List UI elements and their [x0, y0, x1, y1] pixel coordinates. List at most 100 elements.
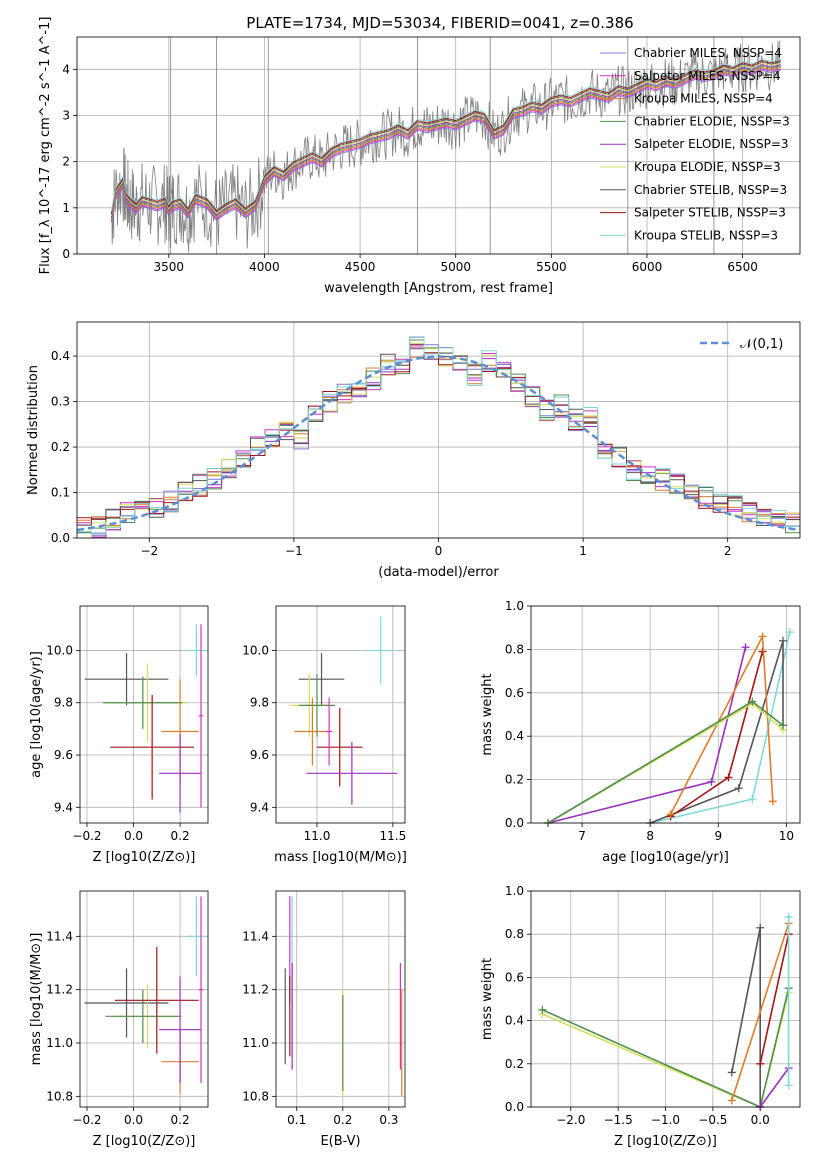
- y-axis-label: mass [log10(M/M⊙)]: [29, 933, 44, 1066]
- x-tick-label: 0.3: [379, 1113, 398, 1127]
- x-tick-label: 0.2: [333, 1113, 352, 1127]
- y-tick-label: 0.0: [505, 816, 524, 830]
- mass-weight-marker: [748, 795, 757, 804]
- mass-weight-line: [649, 640, 784, 824]
- legend-label: 𝒩(0,1): [740, 337, 783, 352]
- spectrum-panel: 3500 4000 4500 5000 5500 6000 6500 0 1 2 3 4 wavelen…: [38, 17, 801, 296]
- y-tick-label: 0.3: [51, 395, 70, 409]
- mass-weight-marker: [538, 1005, 547, 1014]
- y-tick-label: 0.0: [51, 531, 70, 545]
- y-tick-label: 11.2: [242, 983, 269, 997]
- mass-weight-marker: [666, 810, 675, 819]
- residual-histogram-panel: −2 −1 0 1 2 0.0 0.1 0.2 0.3 0.4 (data-model)/error…: [26, 321, 801, 580]
- y-tick-label: 9.6: [250, 748, 269, 762]
- x-tick-label: 0.2: [171, 1113, 190, 1127]
- mass-weight-marker: [756, 1059, 765, 1068]
- x-tick-label: 8: [646, 829, 654, 843]
- x-tick-label: −1.5: [604, 1113, 633, 1127]
- model-spectrum-line: [110, 64, 782, 218]
- x-tick-label: 4000: [249, 260, 280, 274]
- model-spectrum-line: [110, 67, 782, 220]
- y-tick-label: 2: [62, 155, 70, 169]
- axes-frame: [76, 36, 801, 255]
- y-tick-label: 9.4: [250, 800, 269, 814]
- x-axis-label: wavelength [Angstrom, rest frame]: [324, 281, 553, 296]
- mass-weight-marker: [741, 643, 750, 652]
- model-spectrum-line: [110, 61, 782, 215]
- mass-weight-marker: [756, 923, 765, 932]
- mass-weight-marker: [758, 632, 767, 641]
- x-tick-label: −1.0: [651, 1113, 680, 1127]
- mass-vs-extinction-panel: 0.1 0.2 0.3 10.8 11.0 11.2 11.4 E(B-V): [242, 890, 406, 1149]
- axes-frame: [530, 605, 801, 824]
- x-tick-label: −2: [140, 544, 158, 558]
- y-tick-label: 11.4: [242, 929, 269, 943]
- y-tick-label: 11.2: [46, 983, 73, 997]
- x-tick-label: 7: [578, 829, 586, 843]
- y-tick-label: 9.8: [54, 696, 73, 710]
- mass-weight-marker: [778, 721, 787, 730]
- x-axis-label: age [log10(age/yr)]: [602, 850, 729, 865]
- legend-label: Kroupa ELODIE, NSSP=3: [634, 160, 781, 174]
- x-tick-label: 9: [714, 829, 722, 843]
- axes-frame: [76, 321, 801, 539]
- y-tick-label: 10.0: [46, 643, 73, 657]
- y-tick-label: 0.2: [505, 773, 524, 787]
- y-tick-label: 4: [62, 62, 70, 76]
- mass-weight-marker: [727, 1068, 736, 1077]
- mass-weight-line: [731, 923, 790, 1101]
- x-tick-label: 4500: [345, 260, 376, 274]
- y-tick-label: 0.4: [505, 729, 524, 743]
- y-tick-label: 9.6: [54, 748, 73, 762]
- x-tick-label: 11.0: [304, 829, 331, 843]
- mass-weight-line: [759, 934, 790, 1064]
- y-tick-label: 0.2: [51, 440, 70, 454]
- y-tick-label: 0.4: [51, 349, 70, 363]
- model-spectrum-line: [110, 65, 782, 219]
- x-tick-label: 0: [435, 544, 443, 558]
- model-spectrum-line: [110, 68, 782, 222]
- x-tick-label: −0.5: [698, 1113, 727, 1127]
- legend-label: Salpeter STELIB, NSSP=3: [634, 206, 786, 220]
- model-spectrum-line: [110, 62, 782, 216]
- mass-vs-metallicity-panel: −0.2 0.0 0.2 10.8 11.0 11.2 11.4 Z [log10(Z/Z⊙)…: [29, 890, 209, 1149]
- y-tick-label: 1: [62, 201, 70, 215]
- x-axis-label: (data-model)/error: [378, 565, 499, 580]
- x-axis-label: Z [log10(Z/Z⊙)]: [93, 1134, 196, 1149]
- histogram-step-line: [77, 344, 800, 525]
- x-tick-label: 5500: [536, 260, 567, 274]
- x-tick-label: 5000: [440, 260, 471, 274]
- y-tick-label: 10.8: [242, 1089, 269, 1103]
- x-tick-label: 0.1: [287, 1113, 306, 1127]
- y-tick-label: 1.0: [505, 884, 524, 898]
- x-axis-label: mass [log10(M/M⊙)]: [274, 850, 407, 865]
- x-tick-label: 11.5: [379, 829, 406, 843]
- y-tick-label: 1.0: [505, 599, 524, 613]
- legend-label: Salpeter ELODIE, NSSP=3: [634, 137, 789, 151]
- legend-label: Chabrier ELODIE, NSSP=3: [634, 114, 790, 128]
- y-tick-label: 0.8: [505, 927, 524, 941]
- y-tick-label: 10.8: [46, 1089, 73, 1103]
- legend-label: Kroupa STELIB, NSSP=3: [634, 228, 778, 242]
- x-tick-label: 2: [724, 544, 732, 558]
- x-axis-label: Z [log10(Z/Z⊙)]: [614, 1134, 717, 1149]
- mass-weight-marker: [784, 912, 793, 921]
- y-axis-label: mass weight: [480, 673, 495, 755]
- y-tick-label: 3: [62, 108, 70, 122]
- mass-weight-marker: [724, 773, 733, 782]
- x-tick-label: 6000: [632, 260, 663, 274]
- y-tick-label: 10.0: [242, 643, 269, 657]
- mass-weight-marker: [768, 797, 777, 806]
- age-vs-metallicity-panel: −0.2 0.0 0.2 9.4 9.6 9.8 10.0 Z [log10(Z/Z⊙)] ag…: [29, 605, 209, 865]
- gaussian-curve: [76, 355, 801, 532]
- y-tick-label: 0.0: [505, 1100, 524, 1114]
- y-tick-label: 9.8: [250, 696, 269, 710]
- y-tick-label: 0.2: [505, 1057, 524, 1071]
- y-axis-label: Flux [f_λ 10^-17 erg cm^-2 s^-1 A^-1]: [38, 17, 53, 275]
- x-tick-label: 0.0: [124, 1113, 143, 1127]
- x-tick-label: −0.2: [72, 1113, 101, 1127]
- axes-frame: [275, 605, 406, 824]
- x-tick-label: 0.0: [751, 1113, 770, 1127]
- figure-title: PLATE=1734, MJD=53034, FIBERID=0041, z=0…: [246, 14, 633, 32]
